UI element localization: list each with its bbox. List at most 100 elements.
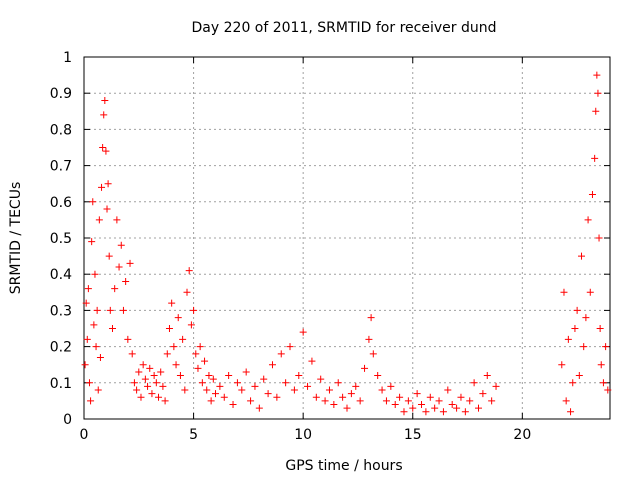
data-point: [457, 393, 465, 401]
data-point: [203, 386, 211, 394]
data-point: [165, 325, 173, 332]
y-tick-label: 0.3: [50, 303, 72, 319]
data-point: [564, 335, 572, 343]
data-point: [196, 343, 204, 351]
data-point: [159, 382, 167, 390]
x-tick-label: 20: [513, 427, 531, 443]
data-point: [591, 154, 599, 162]
data-point: [144, 382, 152, 390]
data-point: [387, 382, 395, 390]
data-point: [94, 386, 102, 394]
data-point: [479, 390, 487, 398]
data-point: [571, 325, 579, 332]
data-point: [85, 379, 93, 387]
data-point: [187, 321, 195, 329]
data-point: [569, 379, 577, 387]
data-point: [216, 382, 224, 390]
data-point: [220, 393, 228, 401]
data-point: [593, 71, 601, 79]
data-point: [584, 216, 592, 224]
data-point: [580, 343, 588, 351]
data-point: [161, 397, 169, 405]
y-tick-label: 0.5: [50, 231, 72, 247]
data-point: [135, 368, 143, 376]
data-point: [325, 386, 333, 394]
data-point: [229, 401, 237, 409]
data-point: [148, 390, 156, 398]
data-point: [91, 270, 99, 278]
data-point: [155, 393, 163, 401]
data-point: [84, 285, 92, 293]
data-point: [170, 343, 178, 351]
data-point: [475, 404, 482, 412]
data-point: [426, 393, 434, 401]
data-point: [100, 111, 108, 119]
data-point: [128, 350, 136, 358]
data-point: [152, 379, 160, 387]
y-tick-label: 0.6: [50, 195, 72, 211]
x-tick-label: 15: [404, 427, 422, 443]
data-point: [157, 368, 165, 376]
data-point: [115, 263, 123, 271]
data-point: [369, 350, 377, 358]
data-point: [150, 372, 158, 380]
data-point: [334, 379, 342, 387]
data-point: [404, 397, 412, 405]
data-point: [361, 364, 369, 372]
data-point: [396, 393, 404, 401]
data-point: [290, 386, 298, 394]
data-point: [122, 277, 130, 285]
data-point: [81, 361, 89, 369]
y-tick-label: 0.9: [50, 86, 72, 102]
data-point: [194, 364, 202, 372]
data-point: [304, 382, 312, 390]
x-tick-label: 5: [189, 427, 198, 443]
data-point: [562, 397, 570, 405]
data-point: [111, 285, 119, 293]
data-point: [268, 361, 276, 369]
data-point: [139, 361, 147, 369]
data-point: [400, 408, 408, 416]
data-point: [130, 379, 138, 387]
data-point: [255, 404, 263, 412]
data-point: [575, 372, 583, 380]
data-point: [168, 299, 176, 307]
data-point: [183, 288, 191, 296]
data-point: [453, 404, 461, 412]
data-point: [247, 397, 255, 405]
data-point: [321, 397, 329, 405]
data-point: [374, 372, 382, 380]
data-point: [87, 397, 95, 405]
data-point: [597, 361, 605, 369]
chart-title: Day 220 of 2011, SRMTID for receiver dun…: [192, 20, 497, 36]
data-point: [124, 335, 132, 343]
data-point: [176, 372, 184, 380]
data-point: [295, 372, 303, 380]
y-axis-ticks: 0 0.1 0.2 0.3 0.4 0.5 0.6 0.7 0.8 0.9 1: [50, 50, 610, 428]
data-point: [102, 147, 110, 155]
data-point: [185, 267, 193, 275]
data-point: [137, 393, 145, 401]
data-point: [356, 397, 364, 405]
y-tick-label: 0.8: [50, 122, 72, 138]
data-point: [205, 372, 213, 380]
data-point: [264, 390, 272, 398]
data-point: [422, 408, 430, 416]
data-point: [101, 96, 109, 104]
data-point: [90, 321, 98, 329]
data-point: [435, 397, 443, 405]
data-point: [567, 408, 575, 416]
data-point: [596, 325, 604, 332]
data-point: [431, 404, 439, 412]
data-point: [330, 401, 338, 409]
y-tick-label: 0.2: [50, 340, 72, 356]
data-point: [88, 238, 96, 246]
data-point: [413, 390, 421, 398]
data-point: [286, 343, 294, 351]
data-point: [592, 107, 600, 115]
x-tick-label: 0: [80, 427, 89, 443]
y-tick-label: 0.1: [50, 376, 72, 392]
data-point: [558, 361, 566, 369]
data-point: [117, 241, 125, 249]
